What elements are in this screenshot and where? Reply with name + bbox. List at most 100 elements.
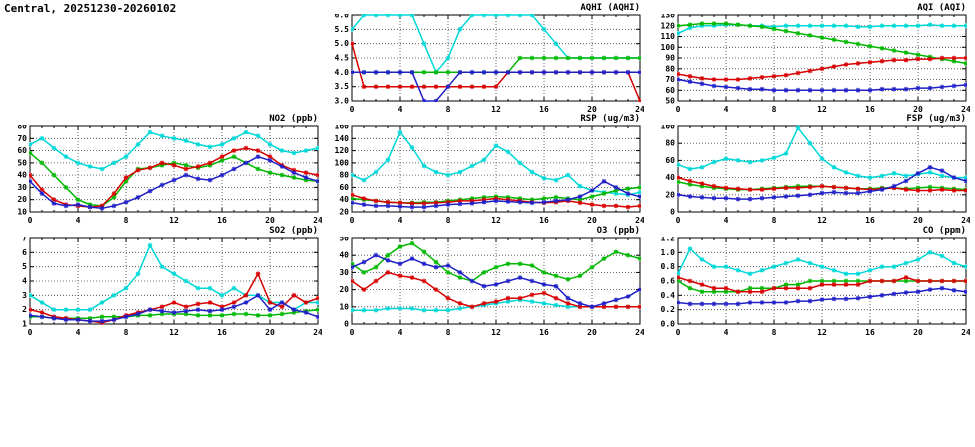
- svg-text:100: 100: [335, 158, 350, 167]
- series-blue: [351, 178, 641, 210]
- x-axis-labels: 0 4 8 12 16 20 24: [350, 328, 644, 337]
- svg-text:24: 24: [961, 105, 970, 114]
- svg-text:30: 30: [339, 268, 349, 277]
- svg-text:0: 0: [28, 216, 33, 225]
- svg-text:12: 12: [491, 216, 501, 225]
- series-blue: [677, 77, 967, 93]
- svg-text:8: 8: [124, 328, 129, 337]
- chart-aqi: AQI (AQI) 50 60 70 80 90 100 110 120 130 0 4 8 12 16 2…: [648, 3, 970, 116]
- svg-text:20: 20: [587, 216, 597, 225]
- series-cyan: [677, 246, 967, 277]
- svg-text:80: 80: [665, 64, 675, 73]
- svg-text:60: 60: [665, 86, 675, 95]
- y-axis-labels: 20 40 60 80 100 120 140 160: [335, 125, 350, 217]
- svg-text:50: 50: [17, 158, 27, 167]
- chart-co: CO (ppm) 0.0 0.2 0.4 0.6 0.8 1.0 1.2 0 4 8 12 16 20 2…: [648, 226, 970, 339]
- svg-text:16: 16: [865, 328, 875, 337]
- svg-text:8: 8: [772, 328, 777, 337]
- svg-text:10: 10: [339, 302, 349, 311]
- chart-aqhi: AQHI (AQHI) 3.0 3.5 4.0 4.5 5.0 5.5 6.0 0 4 8 12 16…: [322, 3, 644, 116]
- page-title: Central, 20251230-20260102: [4, 2, 177, 15]
- axis-ticks: [677, 237, 967, 325]
- chart-plot: 0 10 20 30 40 50 0 4 8 12 16 20 24: [339, 237, 644, 337]
- svg-text:70: 70: [665, 75, 675, 84]
- x-axis-labels: 0 4 8 12 16 20 24: [676, 328, 970, 337]
- chart-fsp: FSP (ug/m3) 0 20 40 60 80 100 0 4 8 12 16 20 24: [648, 114, 970, 227]
- svg-text:20: 20: [587, 328, 597, 337]
- svg-text:0: 0: [350, 105, 355, 114]
- svg-text:3: 3: [22, 291, 27, 300]
- chart-title: FSP (ug/m3): [906, 114, 966, 124]
- svg-text:1.2: 1.2: [661, 237, 676, 243]
- svg-text:12: 12: [817, 105, 827, 114]
- y-axis-labels: 0 20 40 60 80 100: [661, 125, 676, 217]
- svg-text:6: 6: [22, 248, 27, 257]
- svg-text:4: 4: [22, 277, 27, 286]
- svg-text:12: 12: [169, 216, 179, 225]
- svg-text:8: 8: [446, 328, 451, 337]
- svg-text:40: 40: [339, 251, 349, 260]
- x-axis-labels: 0 4 8 12 16 20 24: [28, 328, 322, 337]
- chart-so2: SO2 (ppb) 1 2 3 4 5 6 7 0 4 8 12 16 20 24: [0, 226, 322, 339]
- svg-text:100: 100: [661, 43, 676, 52]
- series-blue: [351, 252, 641, 310]
- svg-text:0.6: 0.6: [661, 277, 676, 286]
- svg-text:5.0: 5.0: [335, 39, 350, 48]
- svg-text:24: 24: [961, 328, 970, 337]
- svg-text:30: 30: [17, 183, 27, 192]
- svg-text:60: 60: [665, 156, 675, 165]
- series-blue: [29, 154, 319, 211]
- series-red: [677, 175, 967, 193]
- svg-text:0.8: 0.8: [661, 262, 676, 271]
- series-red: [677, 275, 967, 295]
- svg-text:24: 24: [313, 328, 322, 337]
- svg-text:60: 60: [17, 146, 27, 155]
- svg-text:100: 100: [661, 125, 676, 131]
- svg-text:16: 16: [865, 105, 875, 114]
- chart-title: NO2 (ppb): [269, 114, 318, 124]
- svg-text:20: 20: [17, 195, 27, 204]
- svg-text:20: 20: [265, 216, 275, 225]
- svg-text:4: 4: [76, 328, 81, 337]
- svg-text:130: 130: [661, 14, 676, 20]
- x-axis-labels: 0 4 8 12 16 20 24: [350, 105, 644, 114]
- series-blue: [29, 292, 319, 324]
- chart-no2: NO2 (ppb) 10 20 30 40 50 60 70 80 0 4 8 12 16 20 24: [0, 114, 322, 227]
- svg-text:16: 16: [539, 105, 549, 114]
- axis-ticks: [351, 237, 641, 325]
- svg-text:4: 4: [398, 216, 403, 225]
- svg-text:20: 20: [265, 328, 275, 337]
- chart-plot: 20 40 60 80 100 120 140 160 0 4 8 12 16 20 24: [335, 125, 644, 225]
- svg-text:0.4: 0.4: [661, 291, 676, 300]
- svg-text:10: 10: [17, 208, 27, 217]
- svg-text:0: 0: [676, 216, 681, 225]
- chart-title: RSP (ug/m3): [580, 114, 640, 124]
- chart-plot: 0.0 0.2 0.4 0.6 0.8 1.0 1.2 0 4 8 12 16 20 24: [661, 237, 970, 337]
- svg-text:70: 70: [17, 134, 27, 143]
- svg-text:16: 16: [539, 216, 549, 225]
- chart-title: AQI (AQI): [917, 3, 966, 13]
- svg-text:4: 4: [398, 105, 403, 114]
- svg-text:80: 80: [665, 139, 675, 148]
- svg-text:16: 16: [217, 216, 227, 225]
- series-blue: [677, 285, 967, 307]
- svg-text:6.0: 6.0: [335, 14, 350, 20]
- svg-text:140: 140: [335, 134, 350, 143]
- y-axis-labels: 3.0 3.5 4.0 4.5 5.0 5.5 6.0: [335, 14, 350, 106]
- svg-text:20: 20: [913, 105, 923, 114]
- svg-text:8: 8: [124, 216, 129, 225]
- chart-plot: 10 20 30 40 50 60 70 80 0 4 8 12 16 20 24: [17, 125, 322, 225]
- x-axis-labels: 0 4 8 12 16 20 24: [350, 216, 644, 225]
- svg-text:1.0: 1.0: [661, 248, 676, 257]
- svg-text:3.0: 3.0: [335, 97, 350, 106]
- svg-text:0: 0: [344, 320, 349, 329]
- gridlines: [678, 126, 966, 212]
- svg-text:12: 12: [817, 216, 827, 225]
- svg-text:4: 4: [76, 216, 81, 225]
- svg-text:120: 120: [335, 146, 350, 155]
- svg-text:20: 20: [913, 328, 923, 337]
- svg-text:60: 60: [339, 183, 349, 192]
